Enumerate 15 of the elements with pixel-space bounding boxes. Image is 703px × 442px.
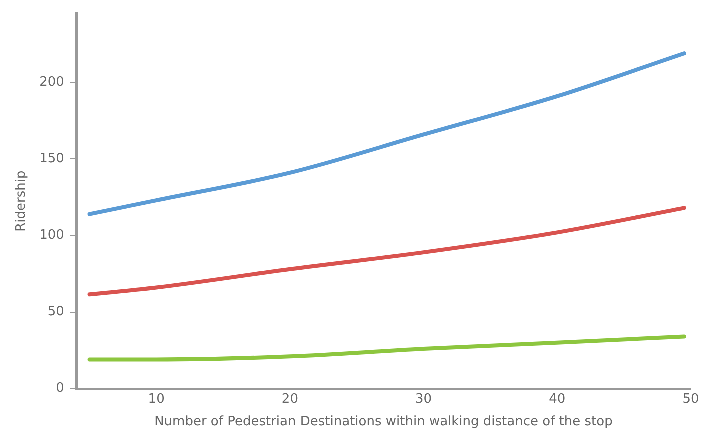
line-series	[88, 334, 686, 362]
line-series	[88, 206, 686, 297]
y-tick-label: 0	[56, 381, 64, 396]
x-axis-title: Number of Pedestrian Destinations within walking distance of the stop	[154, 414, 613, 430]
x-tick-label: 40	[549, 392, 566, 407]
x-tick-label: 30	[416, 392, 432, 407]
y-axis-title: Ridership	[14, 170, 30, 232]
y-tick-label: 50	[48, 304, 64, 320]
y-tick-label: 200	[40, 75, 64, 90]
x-tick-label: 10	[148, 392, 165, 407]
x-tick-label: 50	[682, 392, 700, 407]
y-tick-label: 150	[40, 152, 64, 167]
y-tick-label: 100	[40, 228, 64, 244]
x-tick-label: 20	[282, 392, 298, 407]
line-series	[88, 52, 686, 216]
